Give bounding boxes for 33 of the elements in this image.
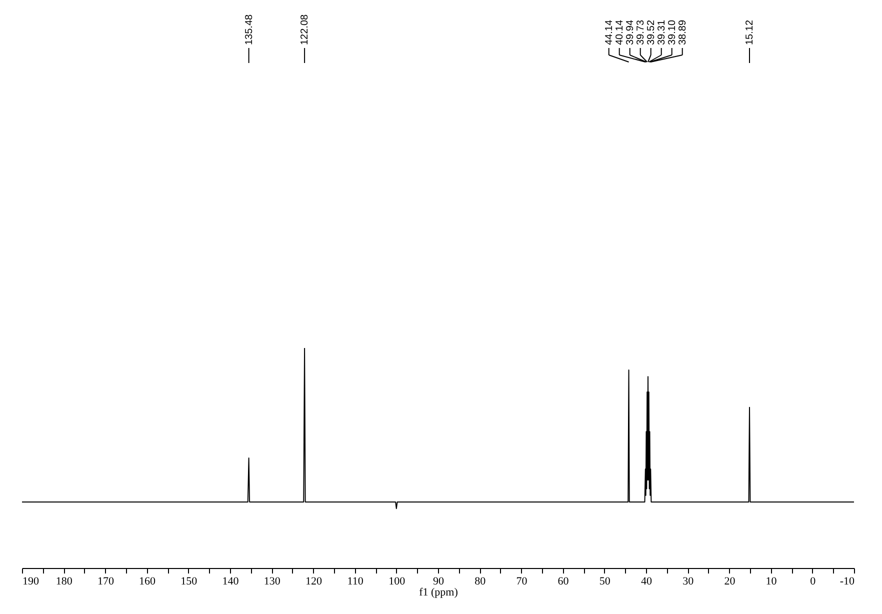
x-tick-label: 180 (56, 576, 73, 588)
x-tick-label: 190 (22, 576, 40, 588)
x-tick-label: 70 (516, 576, 528, 588)
annotation: 38.89 (677, 20, 688, 45)
annotation: 39.31 (656, 20, 668, 45)
annotation: 122.08 (300, 14, 311, 45)
annotation: 15.12 (744, 20, 756, 45)
x-tick-label: 110 (347, 576, 364, 588)
x-tick-label: 10 (766, 576, 778, 588)
x-axis-title: f1 (ppm) (419, 586, 458, 598)
x-tick-label: 20 (724, 576, 736, 588)
annotation: 44.14 (604, 20, 615, 45)
x-tick-label: 150 (180, 576, 198, 588)
x-tick-label: 90 (433, 576, 444, 588)
x-tick-label: 140 (222, 576, 240, 588)
annotation: 39.94 (624, 20, 636, 45)
annotation: 135.48 (244, 14, 255, 45)
x-tick-label: -10 (840, 576, 855, 588)
x-tick-label: 120 (305, 576, 322, 588)
x-tick-label: 170 (97, 576, 114, 588)
x-tick-label: 50 (599, 576, 611, 588)
x-tick-label: 130 (264, 576, 281, 588)
x-tick-label: 60 (558, 576, 570, 588)
x-tick-label: 80 (474, 576, 486, 588)
x-tick-label: 0 (810, 576, 816, 588)
x-tick-label: 40 (641, 576, 652, 588)
x-tick-label: 100 (388, 576, 406, 588)
x-tick-label: 30 (682, 576, 694, 588)
annotation: 39.10 (666, 20, 678, 45)
annotation: 40.14 (614, 20, 626, 45)
annotation: 39.73 (635, 20, 646, 45)
annotation: 39.52 (646, 20, 657, 45)
x-tick-label: 160 (139, 576, 156, 588)
